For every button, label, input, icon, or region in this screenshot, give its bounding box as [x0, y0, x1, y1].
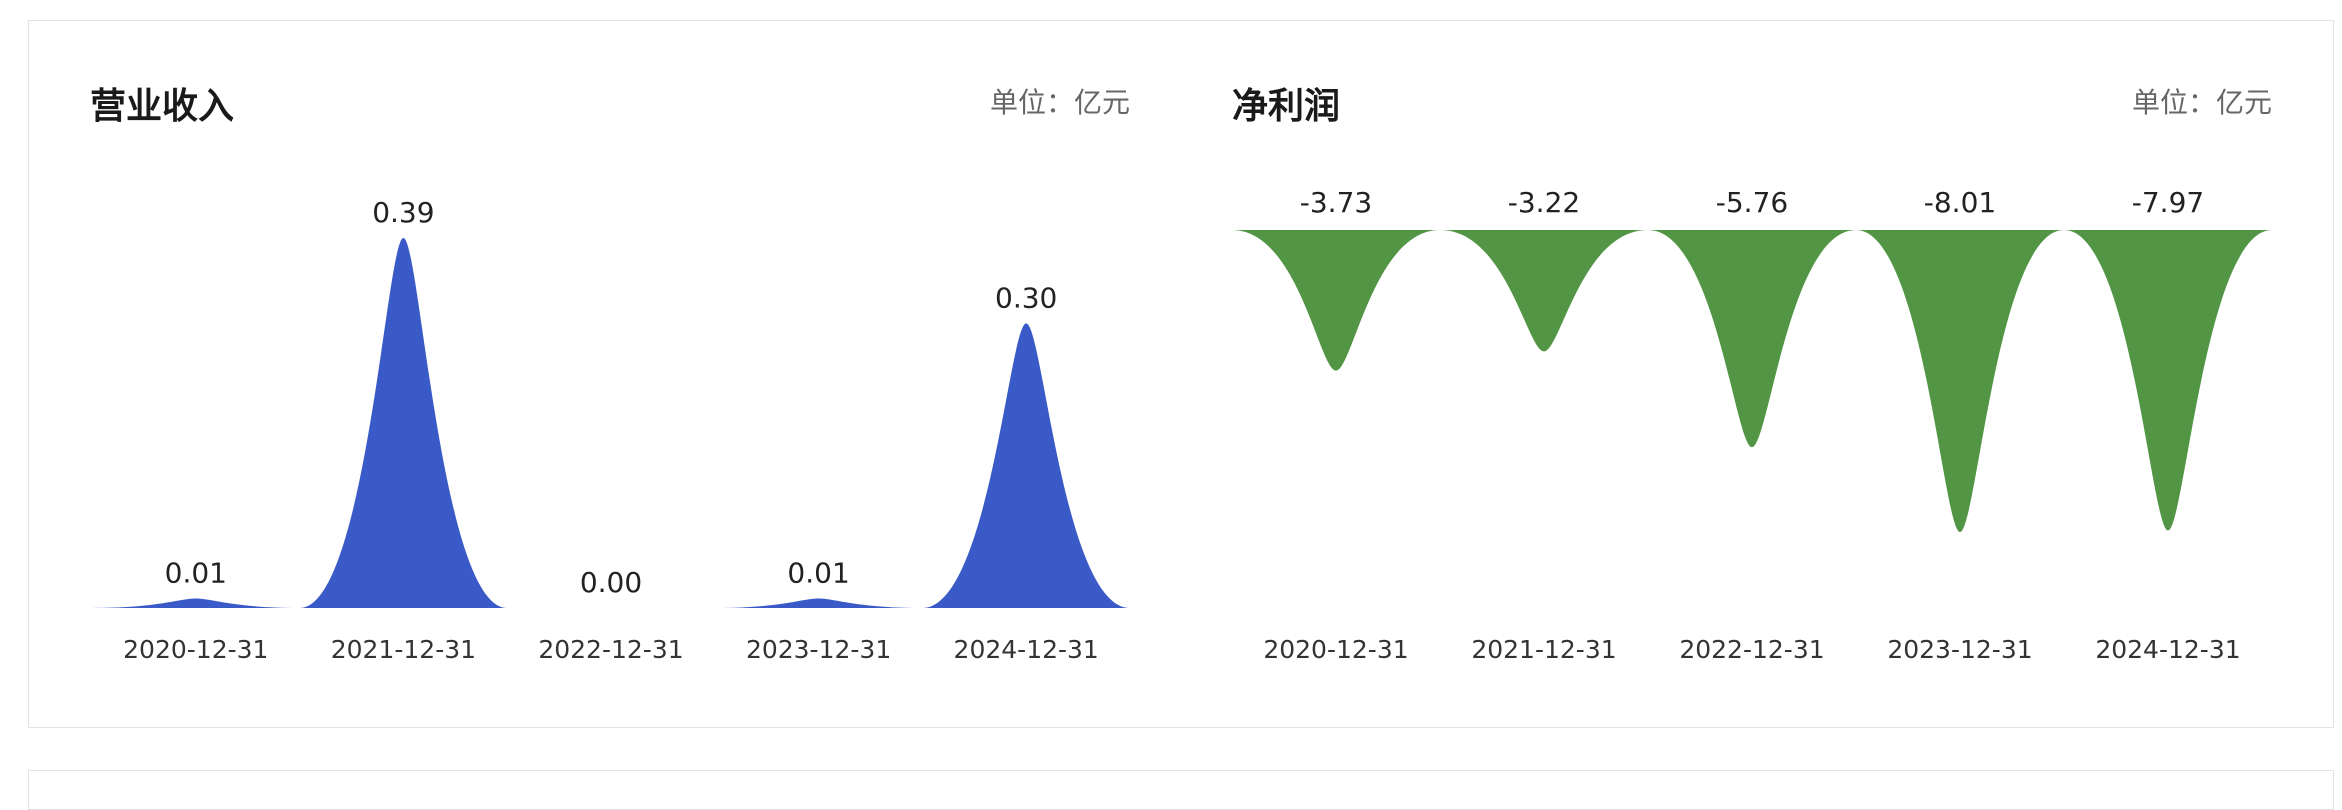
value-label: 0.00: [580, 566, 642, 599]
marks: 0.01 2020-12-31 0.39 2021-12-31 0.00 2022-12-…: [92, 196, 1130, 664]
area-peak: [922, 323, 1130, 608]
unit-label: 单位：亿元: [2132, 86, 2272, 119]
x-tick-label: 2022-12-31: [538, 635, 683, 664]
x-tick-label: 2020-12-31: [123, 635, 268, 664]
value-label: -5.76: [1716, 186, 1788, 219]
area-peak: [1232, 230, 1440, 371]
value-label: -8.01: [1924, 186, 1996, 219]
x-tick-label: 2020-12-31: [1263, 635, 1408, 664]
value-label: -3.73: [1300, 186, 1372, 219]
value-label: 0.01: [787, 557, 849, 590]
value-label: 0.30: [995, 281, 1057, 314]
value-label: 0.01: [165, 557, 227, 590]
area-peak: [714, 598, 923, 608]
x-tick-label: 2024-12-31: [954, 635, 1099, 664]
x-tick-label: 2023-12-31: [1887, 635, 2032, 664]
x-tick-label: 2021-12-31: [331, 635, 476, 664]
x-tick-label: 2022-12-31: [1679, 635, 1824, 664]
area-peak: [2064, 230, 2272, 531]
net-profit-chart: 净利润 单位：亿元 -3.73 2020-12-31 -3.22 2021-12-31…: [1232, 86, 2272, 664]
x-tick-label: 2024-12-31: [2095, 635, 2240, 664]
area-peak: [92, 598, 300, 608]
value-label: 0.39: [372, 196, 434, 229]
area-peak: [1440, 230, 1648, 352]
chart-title: 净利润: [1232, 86, 1340, 127]
value-label: -7.97: [2132, 186, 2204, 219]
area-peak: [1648, 230, 1856, 448]
area-peak: [1856, 230, 2064, 532]
unit-label: 单位：亿元: [990, 86, 1130, 119]
area-peak: [299, 238, 508, 608]
value-label: -3.22: [1508, 186, 1580, 219]
chart-title: 营业收入: [90, 86, 234, 127]
charts-canvas: 营业收入 单位：亿元 0.012020-12-310.392021-12-310…: [90, 86, 2272, 664]
x-tick-label: 2023-12-31: [746, 635, 891, 664]
x-tick-label: 2021-12-31: [1471, 635, 1616, 664]
marks: -3.73 2020-12-31 -3.22 2021-12-31 -5.76 2022-…: [1232, 186, 2272, 664]
revenue-chart: 营业收入 单位：亿元 0.012020-12-310.392021-12-310…: [90, 86, 1130, 664]
